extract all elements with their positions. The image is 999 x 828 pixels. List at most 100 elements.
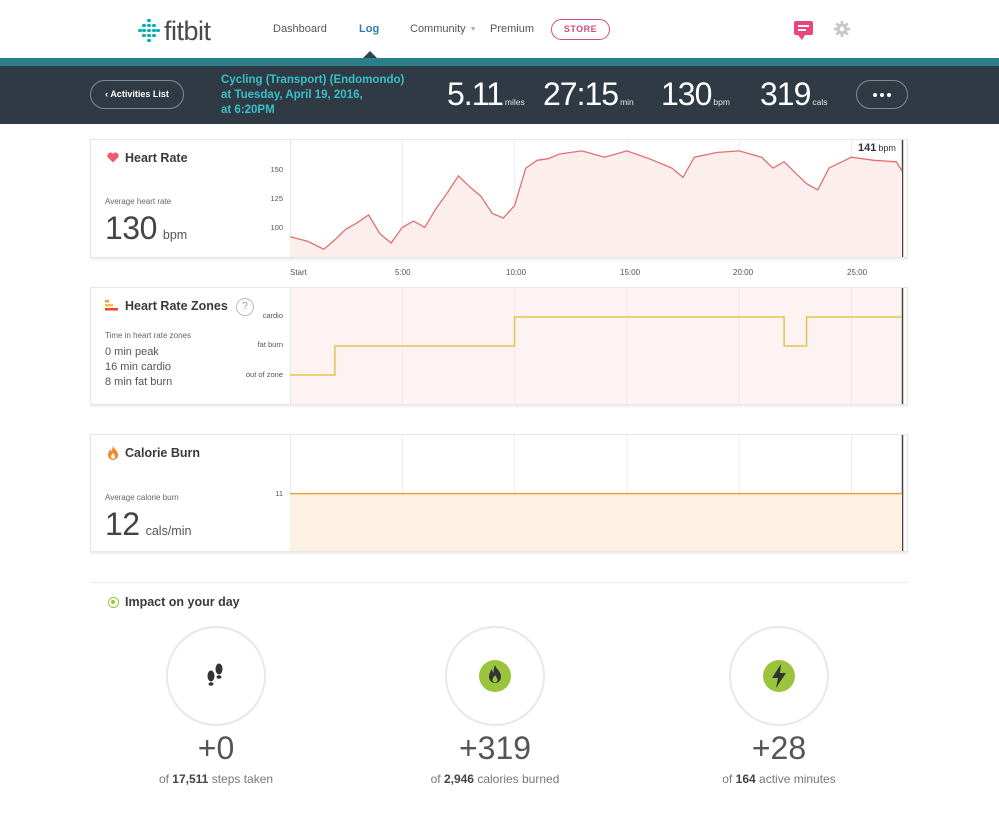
nav-premium[interactable]: Premium [490, 23, 535, 35]
steps-impact-value: +0 [197, 730, 235, 766]
hr-y-tick: 100 [270, 223, 283, 232]
activity-title: Cycling (Transport) (Endomondo) at Tuesd… [221, 73, 431, 118]
store-button[interactable]: STORE [551, 19, 610, 40]
avg-calorie-burn: 12 cals/min [105, 506, 191, 543]
x-tick-label: 5:00 [395, 268, 411, 277]
calories-circle [445, 626, 545, 726]
chevron-down-icon: ▼ [469, 25, 477, 33]
zones-icon [105, 300, 118, 311]
target-icon [108, 597, 119, 608]
x-tick-label: 10:00 [506, 268, 527, 277]
calories-of: of [430, 772, 441, 786]
x-tick-label: 20:00 [733, 268, 754, 277]
heart-rate-title: Heart Rate [125, 151, 188, 165]
flame-icon [479, 660, 511, 692]
stat-distance-unit: miles [504, 97, 525, 107]
section-divider [90, 582, 908, 583]
nav-community-label: Community [410, 23, 466, 35]
avg-calorie-burn-value: 12 [105, 506, 140, 542]
x-tick-label: 25:00 [847, 268, 868, 277]
zone-peak: 0 min peak [105, 346, 159, 358]
heart-rate-line [290, 150, 903, 250]
hr-y-tick: 150 [270, 165, 283, 174]
peak-heart-rate-unit: bpm [878, 143, 896, 153]
stat-calories: 319 cals [760, 76, 828, 113]
stat-duration: 27:15 min [543, 76, 634, 113]
x-tick-label: Start [290, 268, 307, 277]
impact-title: Impact on your day [125, 595, 240, 609]
back-button-label: Activities List [110, 89, 169, 99]
flame-icon [108, 446, 118, 460]
x-tick-label: 15:00 [620, 268, 641, 277]
zones-title: Heart Rate Zones [125, 299, 228, 313]
stat-calories-value: 319 [760, 76, 811, 112]
peak-heart-rate: 141 bpm [858, 142, 896, 154]
active-minutes-circle [729, 626, 829, 726]
steps-impact-caption: of 17,511 steps taken [106, 772, 326, 786]
gear-icon[interactable] [833, 20, 851, 38]
steps-circle [166, 626, 266, 726]
more-options-button[interactable] [856, 80, 908, 109]
calorie-burn-title: Calorie Burn [125, 446, 201, 460]
zone-y-tick: out of zone [245, 370, 283, 379]
help-icon[interactable]: ? [236, 298, 254, 316]
zone-fat-burn: 8 min fat burn [105, 376, 173, 388]
activity-header [0, 66, 999, 124]
hr-y-tick: 125 [270, 194, 283, 203]
nav-dashboard[interactable]: Dashboard [273, 23, 327, 35]
calories-impact-caption: of 2,946 calories burned [385, 772, 605, 786]
stat-duration-unit: min [620, 97, 634, 107]
activity-title-line2: at Tuesday, April 19, 2016, [221, 89, 363, 101]
nav-community[interactable]: Community ▼ [410, 23, 477, 35]
activity-title-line1: Cycling (Transport) (Endomondo) [221, 74, 405, 86]
calorie-area [290, 493, 902, 551]
peak-heart-rate-value: 141 [858, 142, 877, 154]
calories-suffix: calories burned [477, 772, 560, 786]
steps-total: 17,511 [172, 772, 209, 786]
calories-total: 2,946 [443, 772, 474, 786]
zones-line [290, 316, 902, 376]
zone-y-tick: fat burn [257, 340, 283, 349]
zone-y-tick: cardio [262, 311, 283, 320]
active-tab-indicator [363, 51, 377, 58]
calories-impact-value: +319 [458, 730, 532, 766]
stat-distance-value: 5.11 [447, 76, 504, 112]
zone-cardio: 16 min cardio [105, 361, 172, 373]
dot-icon [887, 93, 891, 97]
lightning-icon [763, 660, 795, 692]
stat-distance: 5.11 miles [447, 76, 525, 113]
logo-text: fitbit [164, 16, 211, 46]
zones-label: Time in heart rate zones [105, 331, 191, 340]
heart-rate-zones-chart[interactable] [290, 288, 908, 404]
chat-icon[interactable] [794, 21, 813, 40]
activity-title-line3: at 6:20PM [221, 104, 275, 116]
fitbit-logo-icon [138, 18, 160, 45]
dot-icon [880, 93, 884, 97]
activities-list-button[interactable]: ‹ Activities List [90, 80, 184, 109]
stat-duration-value: 27:15 [543, 76, 619, 112]
heart-rate-area [290, 150, 902, 257]
stat-calories-unit: cals [812, 97, 828, 107]
accent-stripe [0, 58, 999, 66]
stat-heart-rate: 130 bpm [661, 76, 730, 113]
active-minutes-suffix: active minutes [759, 772, 836, 786]
active-minutes-of: of [722, 772, 733, 786]
calorie-burn-chart[interactable] [290, 435, 908, 551]
heart-rate-chart[interactable] [290, 140, 908, 257]
active-minutes-impact-value: +28 [751, 730, 807, 766]
avg-calorie-burn-label: Average calorie burn [105, 493, 179, 502]
footprints-icon [207, 663, 223, 686]
avg-calorie-burn-unit: cals/min [145, 524, 192, 538]
avg-heart-rate-value: 130 [105, 210, 157, 246]
dot-icon [873, 93, 877, 97]
stat-heart-rate-unit: bpm [713, 97, 730, 107]
top-navigation: fitbit Dashboard Log Community ▼ Premium … [0, 0, 999, 58]
nav-log[interactable]: Log [359, 23, 380, 35]
avg-heart-rate-unit: bpm [162, 228, 188, 242]
avg-heart-rate-label: Average heart rate [105, 197, 172, 206]
heart-icon [107, 152, 119, 163]
fitbit-logo[interactable]: fitbit [138, 16, 211, 47]
stat-heart-rate-value: 130 [661, 76, 712, 112]
avg-heart-rate: 130 bpm [105, 210, 187, 247]
active-minutes-impact-caption: of 164 active minutes [669, 772, 889, 786]
